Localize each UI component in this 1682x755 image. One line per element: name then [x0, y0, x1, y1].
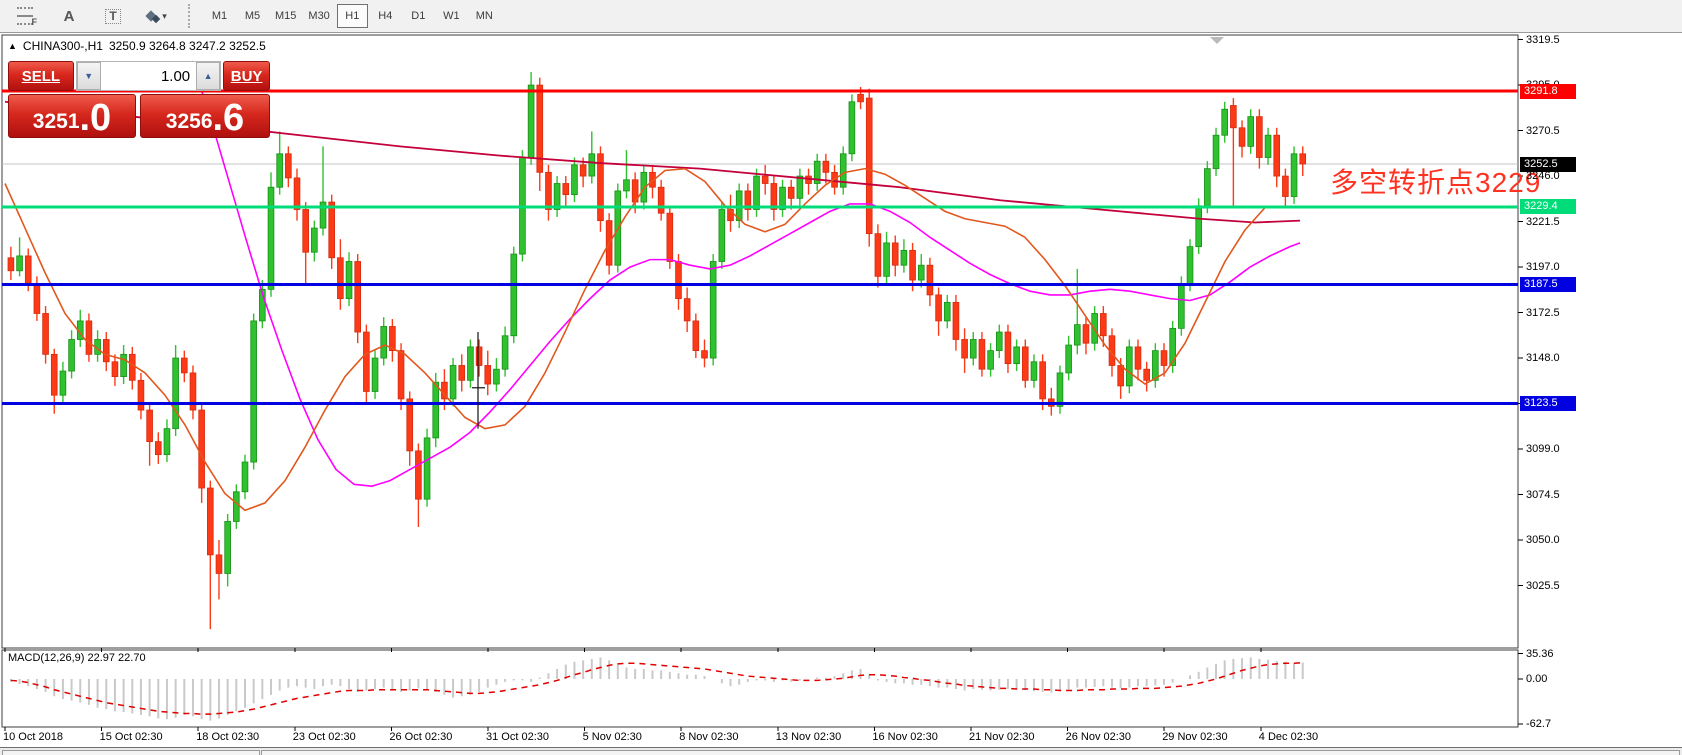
price-tag-3187.5: 3187.5: [1520, 277, 1576, 293]
timeframe-toolbar: M1 M5 M15 M30 H1 H4 D1 W1 MN: [204, 4, 500, 28]
tab-strip-filler: [261, 750, 1680, 755]
timeframe-button-MN[interactable]: MN: [469, 4, 500, 28]
symbol-timeframe-label: CHINA300-,H1: [22, 39, 103, 53]
text-tool-button[interactable]: T: [98, 3, 128, 29]
macd-panel-border: [1, 649, 1519, 728]
date-axis-label: 26 Nov 02:30: [1065, 731, 1132, 743]
date-axis-label: 23 Oct 02:30: [292, 731, 356, 743]
date-axis-label: 8 Nov 02:30: [679, 731, 739, 743]
date-axis-label: 26 Oct 02:30: [389, 731, 453, 743]
timeframe-button-H4[interactable]: H4: [370, 4, 401, 28]
price-axis-label: 3246.0: [1526, 170, 1560, 183]
shapes-tool-button[interactable]: ▾: [142, 3, 172, 29]
price-axis-label: 3025.5: [1526, 579, 1560, 592]
timeframe-button-M30[interactable]: M30: [303, 4, 334, 28]
price-tag-3229.4: 3229.4: [1520, 199, 1576, 215]
toolbar: F A T ▾ M1 M5 M15 M30 H1 H4 D1 W1 MN: [0, 0, 1682, 33]
date-axis-label: 13 Nov 02:30: [775, 731, 842, 743]
price-chart-canvas[interactable]: [0, 33, 1682, 755]
sell-price-panel[interactable]: 3251.0: [8, 94, 136, 138]
trade-prices-row: 3251.0 3256.6: [8, 94, 270, 138]
collapse-triangle-icon[interactable]: ▲: [8, 41, 17, 51]
buy-price-pip: .6: [212, 97, 245, 139]
chevron-down-icon: ▾: [162, 10, 167, 21]
price-axis-label: 3270.5: [1526, 124, 1560, 137]
timeframe-button-M1[interactable]: M1: [204, 4, 235, 28]
macd-axis-label: 0.00: [1526, 673, 1548, 685]
volume-increase-button[interactable]: ▲: [196, 62, 221, 90]
text-icon: T: [105, 8, 121, 24]
timeframe-button-M5[interactable]: M5: [237, 4, 268, 28]
date-axis-label: 21 Nov 02:30: [969, 731, 1035, 743]
date-axis-label: 15 Oct 02:30: [99, 731, 163, 743]
volume-spinner: ▼ ▲: [75, 61, 222, 91]
date-axis-label: 31 Oct 02:30: [486, 731, 549, 743]
price-axis-label: 3099.0: [1526, 443, 1560, 456]
macd-indicator-label: MACD(12,26,9) 22.97 22.70: [8, 652, 146, 664]
price-axis-label: 3197.0: [1526, 261, 1560, 274]
macd-axis-label: 35.36: [1526, 647, 1554, 660]
timeframe-button-D1[interactable]: D1: [403, 4, 434, 28]
price-axis-label: 3172.5: [1526, 306, 1560, 319]
one-click-trading-widget: SELL ▼ ▲ BUY 3251.0 3256.6: [8, 61, 270, 138]
spin-up-icon: ▲: [203, 71, 213, 81]
fibonacci-tool-button[interactable]: F: [10, 3, 40, 29]
price-tag-3252.5: 3252.5: [1520, 156, 1576, 172]
arrow-label-icon: A: [63, 7, 75, 25]
drawing-tools: F A T ▾: [0, 3, 172, 29]
volume-decrease-button[interactable]: ▼: [76, 62, 101, 90]
chart-annotation-text: 多空转折点3229: [1330, 167, 1542, 198]
price-tag-3291.8: 3291.8: [1520, 83, 1576, 99]
volume-input[interactable]: [100, 62, 197, 90]
fibonacci-icon-letter: F: [31, 17, 38, 27]
chart-header: ▲ CHINA300-,H1 3250.9 3264.8 3247.2 3252…: [8, 39, 266, 53]
chart-shift-marker: [1210, 37, 1224, 44]
price-axis-label: 3221.5: [1526, 215, 1560, 228]
date-axis-label: 5 Nov 02:30: [582, 731, 642, 743]
trade-buttons-row: SELL ▼ ▲ BUY: [8, 61, 270, 91]
price-axis-label: 3050.0: [1526, 534, 1560, 547]
toolbar-separator: [188, 4, 196, 28]
date-axis-label: 4 Dec 02:30: [1258, 731, 1319, 743]
macd-axis-label: -62.7: [1526, 718, 1552, 731]
spin-down-icon: ▼: [84, 71, 94, 81]
timeframe-button-W1[interactable]: W1: [436, 4, 467, 28]
fibonacci-icon: [17, 7, 33, 25]
shapes-icon: [145, 10, 161, 24]
chart-tab[interactable]: [2, 750, 260, 755]
sell-price-pip: .0: [79, 97, 112, 139]
buy-price-panel[interactable]: 3256.6: [140, 94, 270, 138]
arrow-label-tool-button[interactable]: A: [54, 3, 84, 29]
price-axis-label: 3319.5: [1526, 33, 1560, 46]
date-axis-label: 29 Nov 02:30: [1162, 731, 1228, 743]
date-axis-label: 10 Oct 2018: [3, 731, 63, 743]
buy-button[interactable]: BUY: [223, 61, 270, 91]
ohlc-quote-label: 3250.9 3264.8 3247.2 3252.5: [108, 39, 266, 53]
price-tag-3123.5: 3123.5: [1520, 396, 1576, 412]
buy-price-base: 3256: [165, 110, 213, 133]
timeframe-button-H1[interactable]: H1: [336, 4, 368, 28]
timeframe-button-M15[interactable]: M15: [270, 4, 301, 28]
date-axis-label: 16 Nov 02:30: [872, 731, 938, 743]
price-axis-label: 3148.0: [1526, 352, 1560, 365]
sell-price-base: 3251: [32, 110, 80, 133]
bottom-tab-strip: [0, 747, 1682, 755]
chart-window: ▲ CHINA300-,H1 3250.9 3264.8 3247.2 3252…: [0, 33, 1682, 755]
sell-button[interactable]: SELL: [8, 61, 74, 91]
date-axis-label: 18 Oct 02:30: [196, 731, 260, 743]
price-axis-label: 3074.5: [1526, 488, 1560, 501]
